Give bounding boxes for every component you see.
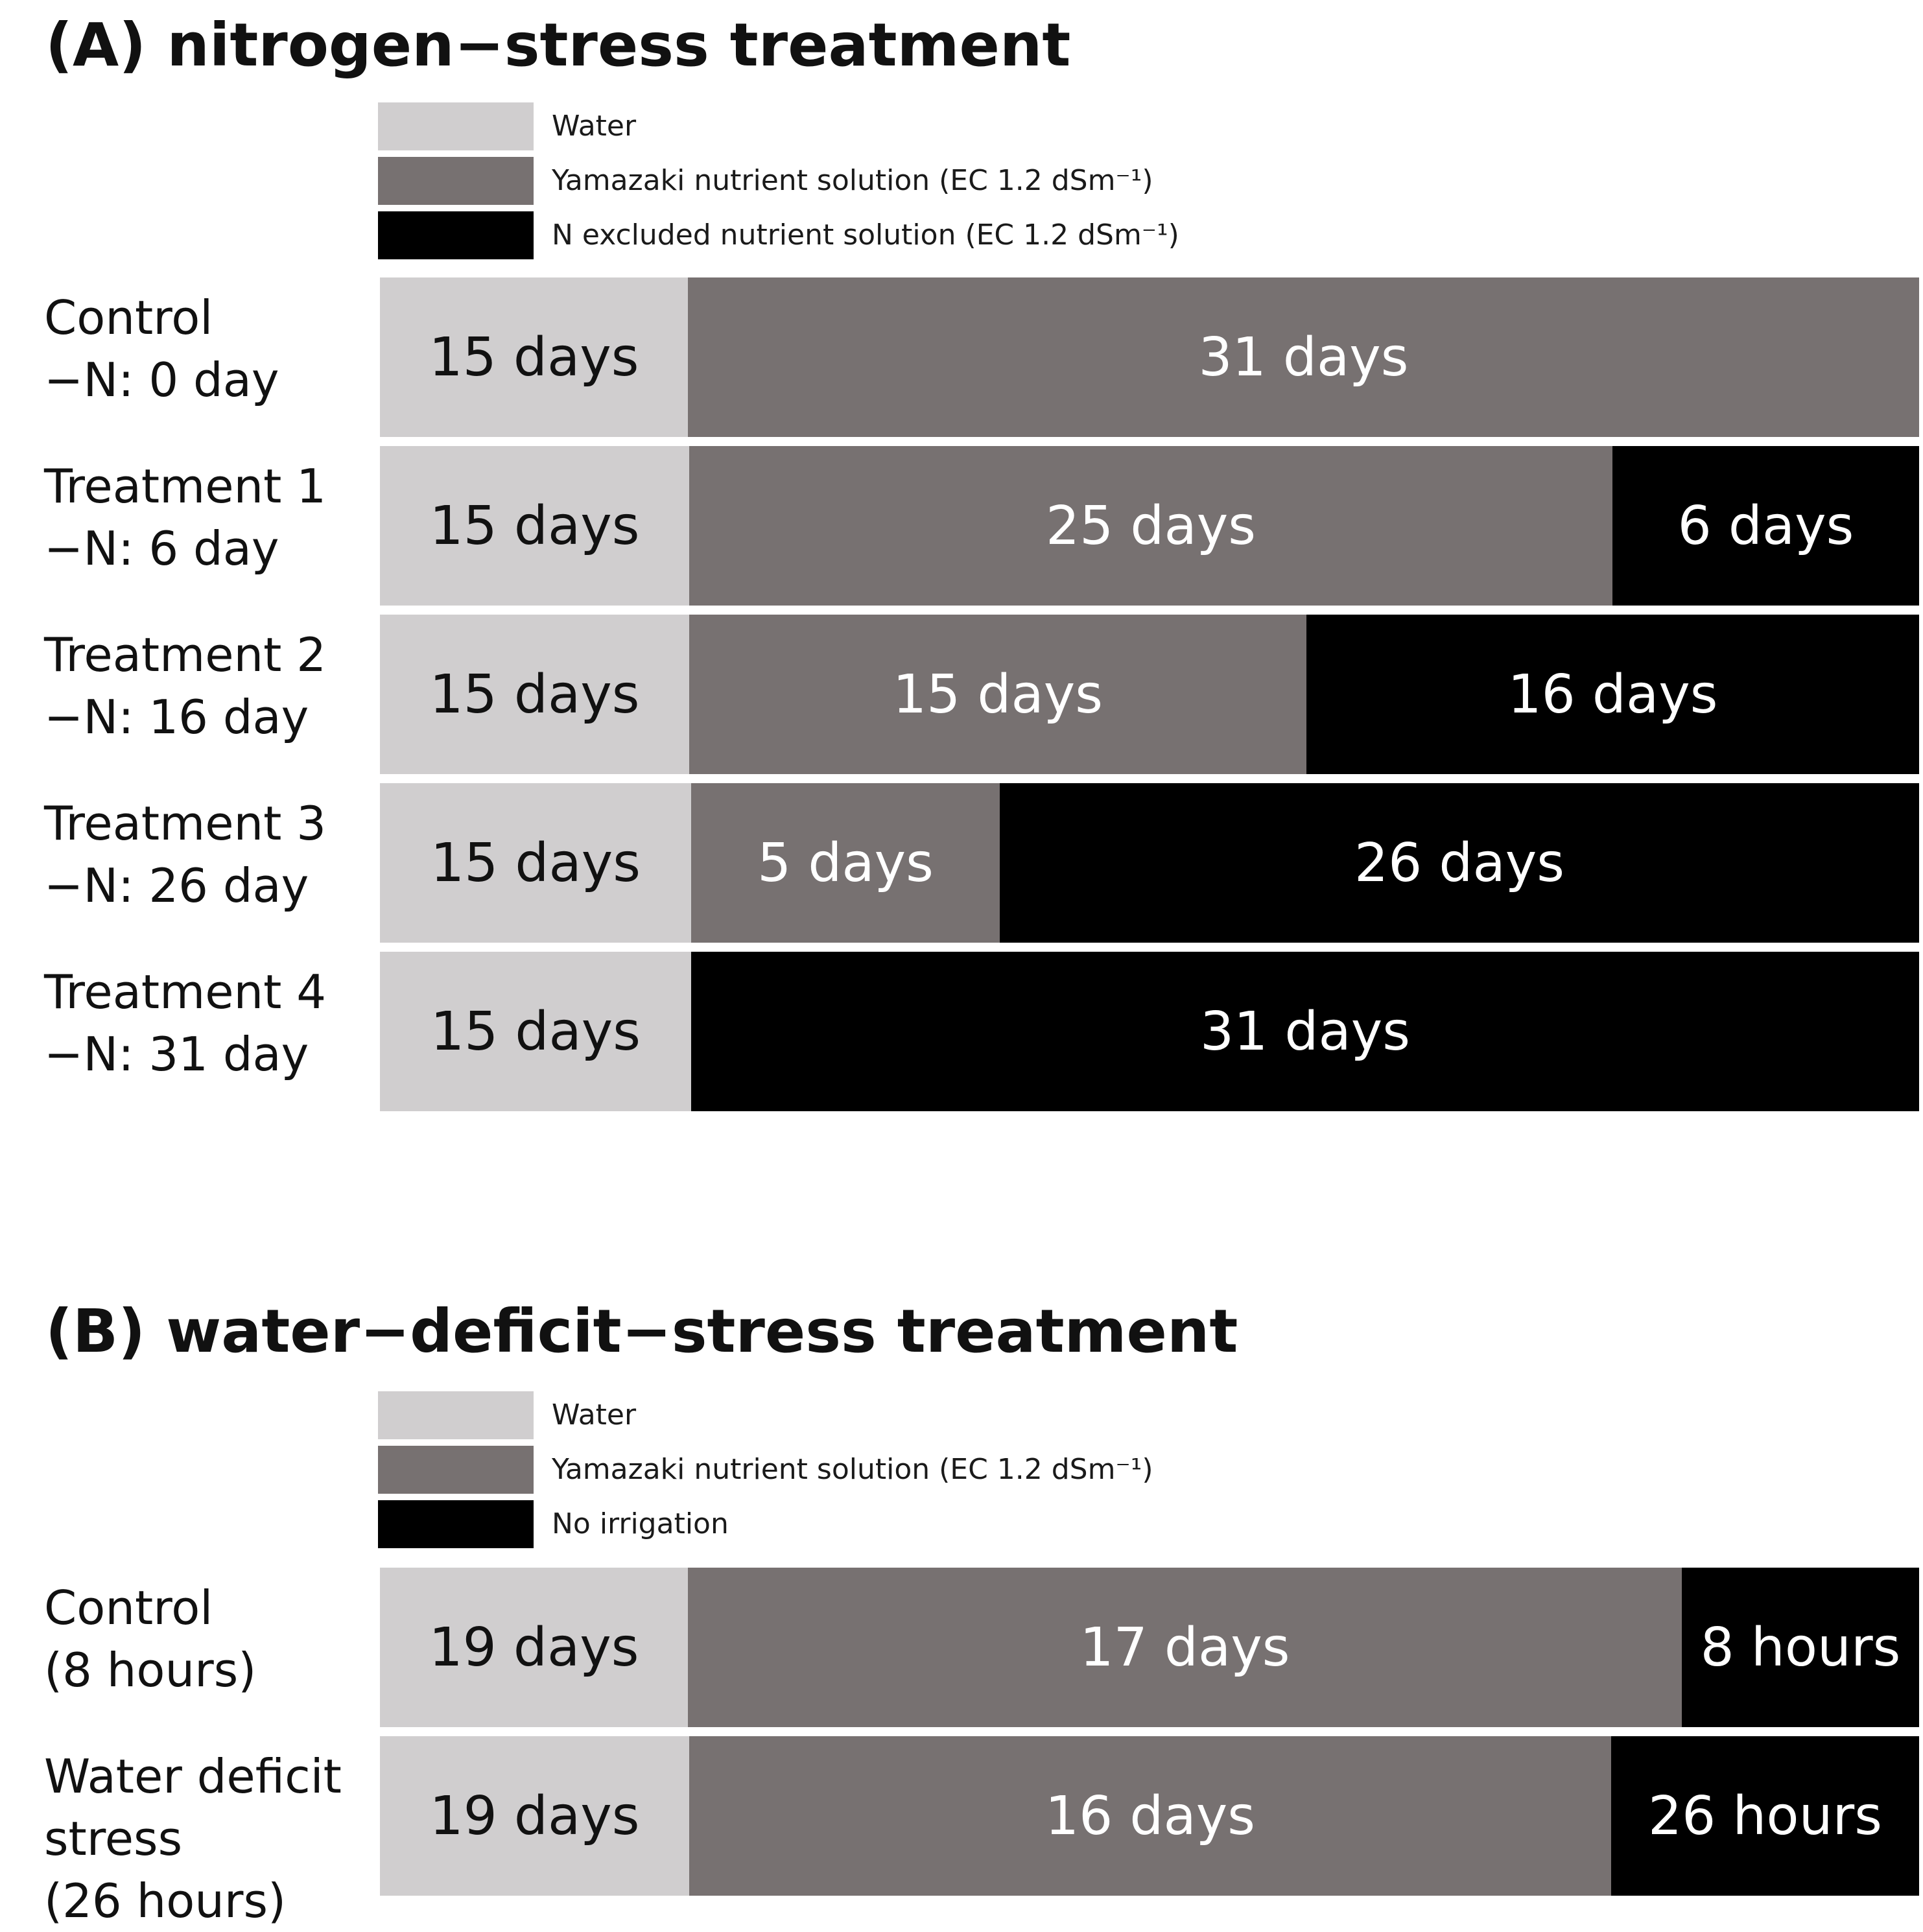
segment-yamazaki: 16 days <box>689 1736 1611 1896</box>
segment-water: 15 days <box>380 783 691 943</box>
legend-item-water: Water <box>378 102 1286 150</box>
row-label: Treatment 2 −N: 16 day <box>44 628 327 744</box>
segment-yamazaki: 17 days <box>688 1568 1682 1727</box>
legend-swatch-water <box>378 1391 534 1439</box>
legend-swatch-yamazaki <box>378 1446 534 1494</box>
segment-stress: 6 days <box>1612 446 1919 606</box>
section-b-title: (B) water−deficit−stress treatment <box>45 1297 1238 1366</box>
segment-stress: 16 days <box>1306 615 1919 774</box>
legend-swatch-no-irrigation <box>378 1500 534 1548</box>
legend-swatch-n-excluded <box>378 211 534 259</box>
segment-water: 15 days <box>380 446 689 606</box>
segment-water: 19 days <box>380 1736 689 1896</box>
legend-label-yamazaki: Yamazaki nutrient solution (EC 1.2 dSm⁻¹… <box>552 1453 1153 1486</box>
segment-yamazaki: 15 days <box>689 615 1306 774</box>
section-a-title: (A) nitrogen−stress treatment <box>45 10 1071 80</box>
segment-water: 19 days <box>380 1568 688 1727</box>
segment-yamazaki: 31 days <box>688 277 1919 437</box>
segment-yamazaki: 25 days <box>689 446 1612 606</box>
timeline-bar: 19 days 17 days 8 hours <box>380 1568 1919 1727</box>
segment-water: 15 days <box>380 615 689 774</box>
legend-label-water: Water <box>552 110 637 143</box>
timeline-bar: 15 days 31 days <box>380 952 1919 1111</box>
timeline-bar: 19 days 16 days 26 hours <box>380 1736 1919 1896</box>
segment-water: 15 days <box>380 952 691 1111</box>
legend-item-yamazaki: Yamazaki nutrient solution (EC 1.2 dSm⁻¹… <box>378 157 1286 205</box>
legend-swatch-water <box>378 102 534 150</box>
legend-item-water: Water <box>378 1391 1286 1439</box>
timeline-bar: 15 days 31 days <box>380 277 1919 437</box>
row-label: Treatment 4 −N: 31 day <box>44 965 327 1081</box>
timeline-bar: 15 days 25 days 6 days <box>380 446 1919 606</box>
segment-stress: 31 days <box>691 952 1919 1111</box>
row-label: Water deficit stress (26 hours) <box>44 1749 342 1928</box>
row-label: Treatment 3 −N: 26 day <box>44 796 327 913</box>
legend-item-n-excluded: N excluded nutrient solution (EC 1.2 dSm… <box>378 211 1286 259</box>
timeline-bar: 15 days 5 days 26 days <box>380 783 1919 943</box>
legend-label-n-excluded: N excluded nutrient solution (EC 1.2 dSm… <box>552 218 1179 252</box>
legend-label-yamazaki: Yamazaki nutrient solution (EC 1.2 dSm⁻¹… <box>552 164 1153 197</box>
timeline-bar: 15 days 15 days 16 days <box>380 615 1919 774</box>
segment-stress: 26 hours <box>1611 1736 1919 1896</box>
segment-yamazaki: 5 days <box>691 783 1000 943</box>
legend-label-no-irrigation: No irrigation <box>552 1507 729 1540</box>
row-label: Treatment 1 −N: 6 day <box>44 459 327 576</box>
segment-water: 15 days <box>380 277 688 437</box>
legend-label-water: Water <box>552 1398 637 1431</box>
segment-stress: 8 hours <box>1682 1568 1919 1727</box>
row-label: Control −N: 0 day <box>44 290 279 407</box>
row-label: Control (8 hours) <box>44 1581 257 1697</box>
legend-item-yamazaki: Yamazaki nutrient solution (EC 1.2 dSm⁻¹… <box>378 1446 1286 1494</box>
legend-item-no-irrigation: No irrigation <box>378 1500 1286 1548</box>
legend-swatch-yamazaki <box>378 157 534 205</box>
segment-stress: 26 days <box>1000 783 1919 943</box>
